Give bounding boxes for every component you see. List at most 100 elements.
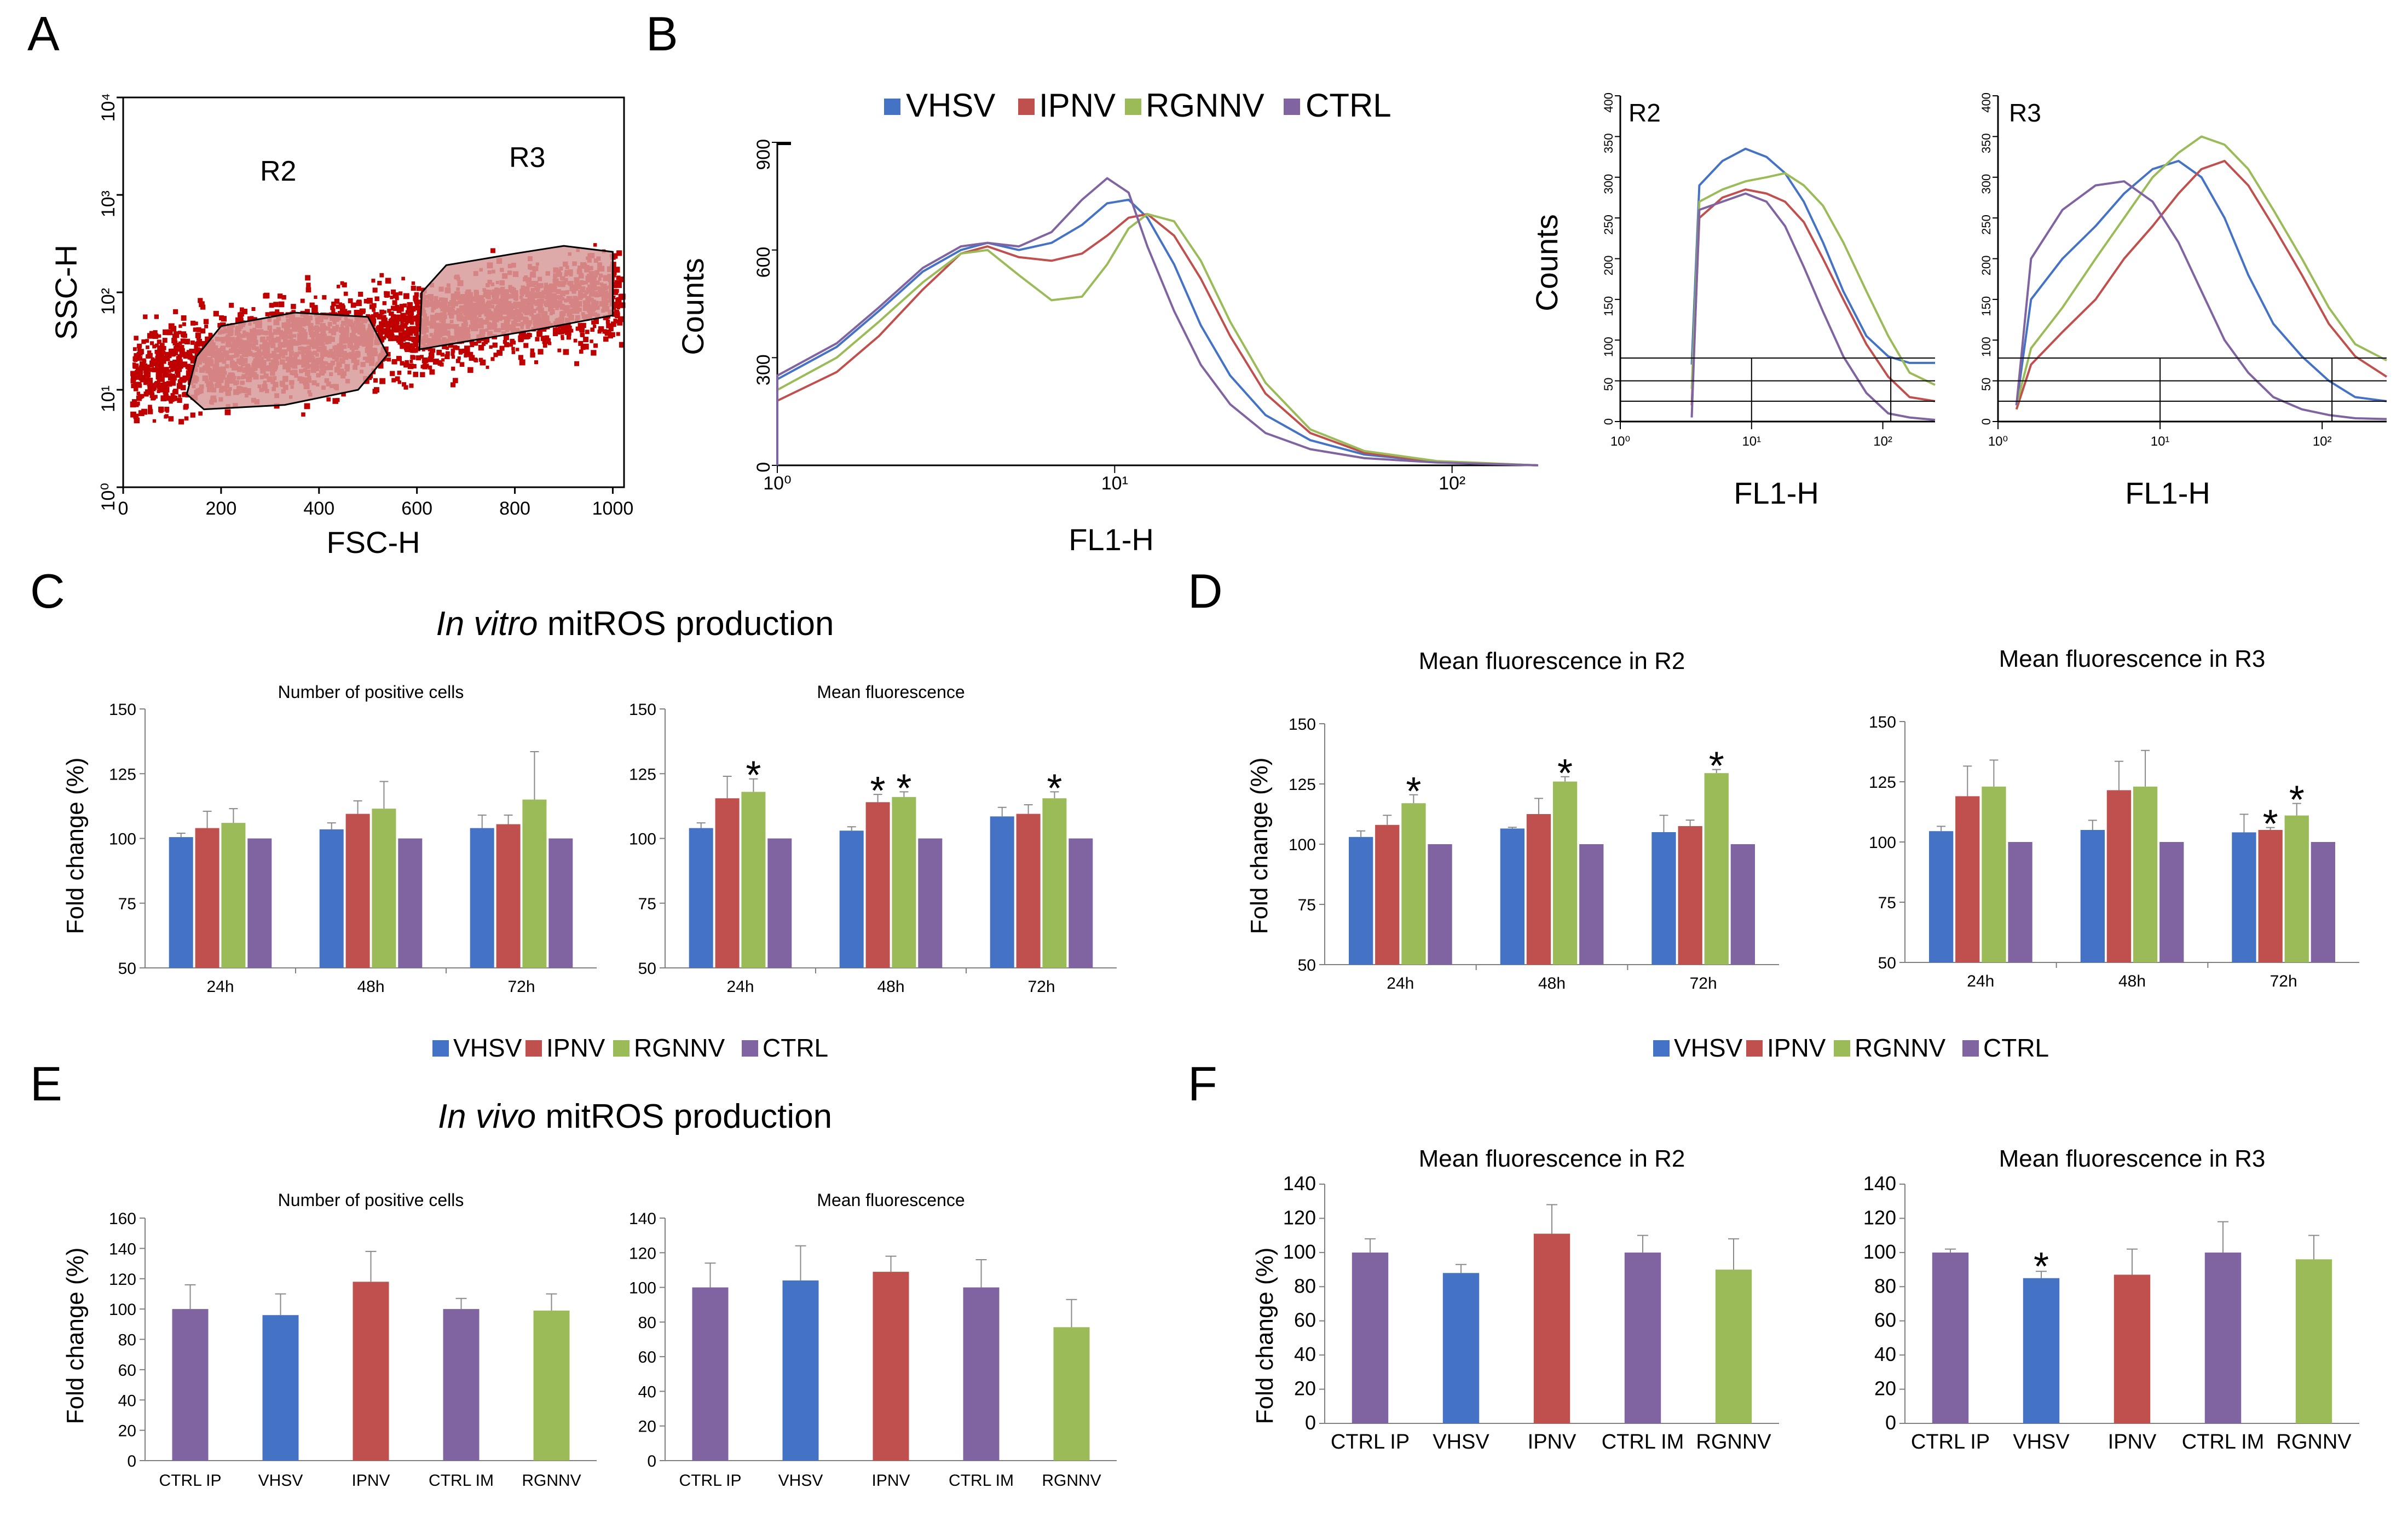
x-tick-label: CTRL IP: [159, 1472, 222, 1490]
x-tick-label: 48h: [357, 978, 384, 996]
scatter-dot: [489, 345, 493, 349]
scatter-dot: [411, 286, 416, 291]
y-tick-label: 60: [1874, 1309, 1896, 1331]
scatter-dot: [364, 299, 368, 303]
scatter-dot: [312, 307, 317, 313]
scatter-dot: [591, 320, 596, 325]
scatter-dot: [339, 302, 342, 305]
y-axis-label: Counts: [675, 258, 710, 355]
bar-ipnv: [2114, 1274, 2150, 1423]
y-tick-label: 100: [1602, 337, 1615, 357]
scatter-dot: [163, 394, 169, 400]
significance-star: *: [746, 754, 761, 798]
scatter-dot: [148, 405, 152, 409]
x-tick-label: CTRL IP: [1911, 1431, 1990, 1453]
scatter-dot: [178, 394, 181, 397]
y-tick-label: 10⁰: [98, 483, 119, 511]
y-tick-label: 140: [629, 1210, 656, 1228]
scatter-dot: [182, 322, 186, 326]
x-tick-label: CTRL IM: [2182, 1431, 2265, 1453]
scatter-dot: [134, 418, 140, 424]
scatter-dot: [326, 397, 331, 402]
y-tick-label: 100: [109, 830, 136, 849]
bar-vhsv: [263, 1315, 299, 1461]
x-tick-label: 10⁰: [1610, 434, 1630, 449]
y-tick-label: 100: [629, 830, 656, 849]
x-tick-label: VHSV: [1433, 1431, 1489, 1453]
scatter-dot: [133, 356, 138, 361]
bar-vhsv: [783, 1280, 819, 1461]
y-tick-label: 125: [109, 765, 136, 783]
gate-label: R3: [2009, 99, 2041, 127]
bar-ctrl-im: [1625, 1253, 1661, 1423]
x-tick-label: 48h: [2118, 972, 2146, 990]
scatter-dot: [408, 315, 414, 321]
scatter-dot: [282, 295, 286, 299]
y-tick-label: 60: [638, 1348, 656, 1366]
scatter-dot: [132, 362, 136, 366]
scatter-dot: [413, 372, 418, 377]
bar-ctrl: [398, 839, 422, 968]
y-tick-label: 160: [109, 1210, 136, 1228]
panel-e-y-axis-label: Fold change (%): [62, 1248, 89, 1424]
scatter-dot: [420, 372, 425, 377]
scatter-dot: [138, 410, 145, 416]
scatter-dot: [568, 332, 571, 336]
scatter-dot: [383, 336, 386, 339]
scatter-dot: [238, 312, 243, 318]
scatter-dot: [615, 280, 619, 284]
y-tick-label: 100: [109, 1301, 136, 1319]
x-tick-label: 48h: [877, 978, 904, 996]
panel-e-title: In vivo mitROS production: [438, 1098, 832, 1135]
scatter-dot: [163, 330, 168, 335]
y-tick-label: 120: [1283, 1206, 1316, 1228]
y-tick-label: 20: [1874, 1377, 1896, 1400]
scatter-dot: [153, 419, 156, 423]
scatter-dot: [181, 345, 184, 348]
gate-label-r2: R2: [260, 155, 296, 187]
scatter-dot: [276, 312, 280, 315]
panel-letter-f: F: [1188, 1057, 1217, 1111]
scatter-dot: [519, 360, 526, 366]
scatter-dot: [616, 301, 620, 305]
scatter-dot: [322, 295, 326, 299]
bar-ctrl-ip: [1352, 1253, 1388, 1423]
scatter-dot: [173, 350, 178, 355]
scatter-dot: [590, 339, 593, 343]
scatter-dot: [421, 365, 425, 368]
bar-ctrl: [1069, 839, 1093, 968]
scatter-dot: [523, 333, 529, 339]
scatter-dot: [357, 299, 362, 304]
y-tick-label: 250: [1602, 215, 1615, 235]
scatter-dot: [168, 375, 174, 381]
scatter-dot: [405, 321, 408, 325]
scatter-dot: [151, 357, 154, 361]
y-tick-label: 300: [753, 354, 774, 385]
x-tick-label: CTRL IP: [1331, 1431, 1410, 1453]
scatter-dot: [163, 372, 169, 378]
scatter-dot: [166, 409, 169, 413]
scatter-dot: [194, 321, 198, 325]
y-tick-label: 40: [1874, 1343, 1896, 1365]
scatter-dot: [144, 374, 150, 380]
scatter-dot: [593, 243, 597, 247]
chart-title: Number of positive cells: [278, 1190, 464, 1210]
scatter-dot: [374, 387, 379, 393]
x-axis-label: FSC-H: [326, 525, 420, 559]
bar-ctrl-im: [443, 1309, 480, 1461]
y-tick-label: 350: [1979, 133, 1993, 153]
bar-ipnv: [873, 1272, 909, 1461]
chart-title: Mean fluorescence in R2: [1419, 1145, 1685, 1172]
scatter-dot: [379, 273, 384, 278]
y-tick-label: 125: [629, 765, 656, 783]
scatter-dot: [461, 350, 465, 354]
x-tick-label: VHSV: [778, 1472, 823, 1490]
scatter-dot: [177, 398, 182, 403]
scatter-dot: [156, 374, 161, 379]
x-tick-label: IPNV: [2108, 1431, 2157, 1453]
y-tick-label: 100: [1863, 1241, 1896, 1263]
y-tick-label: 0: [753, 462, 774, 472]
bar-rgnnv: [1553, 782, 1577, 965]
y-tick-label: 0: [1602, 418, 1615, 425]
scatter-dot: [399, 332, 402, 336]
